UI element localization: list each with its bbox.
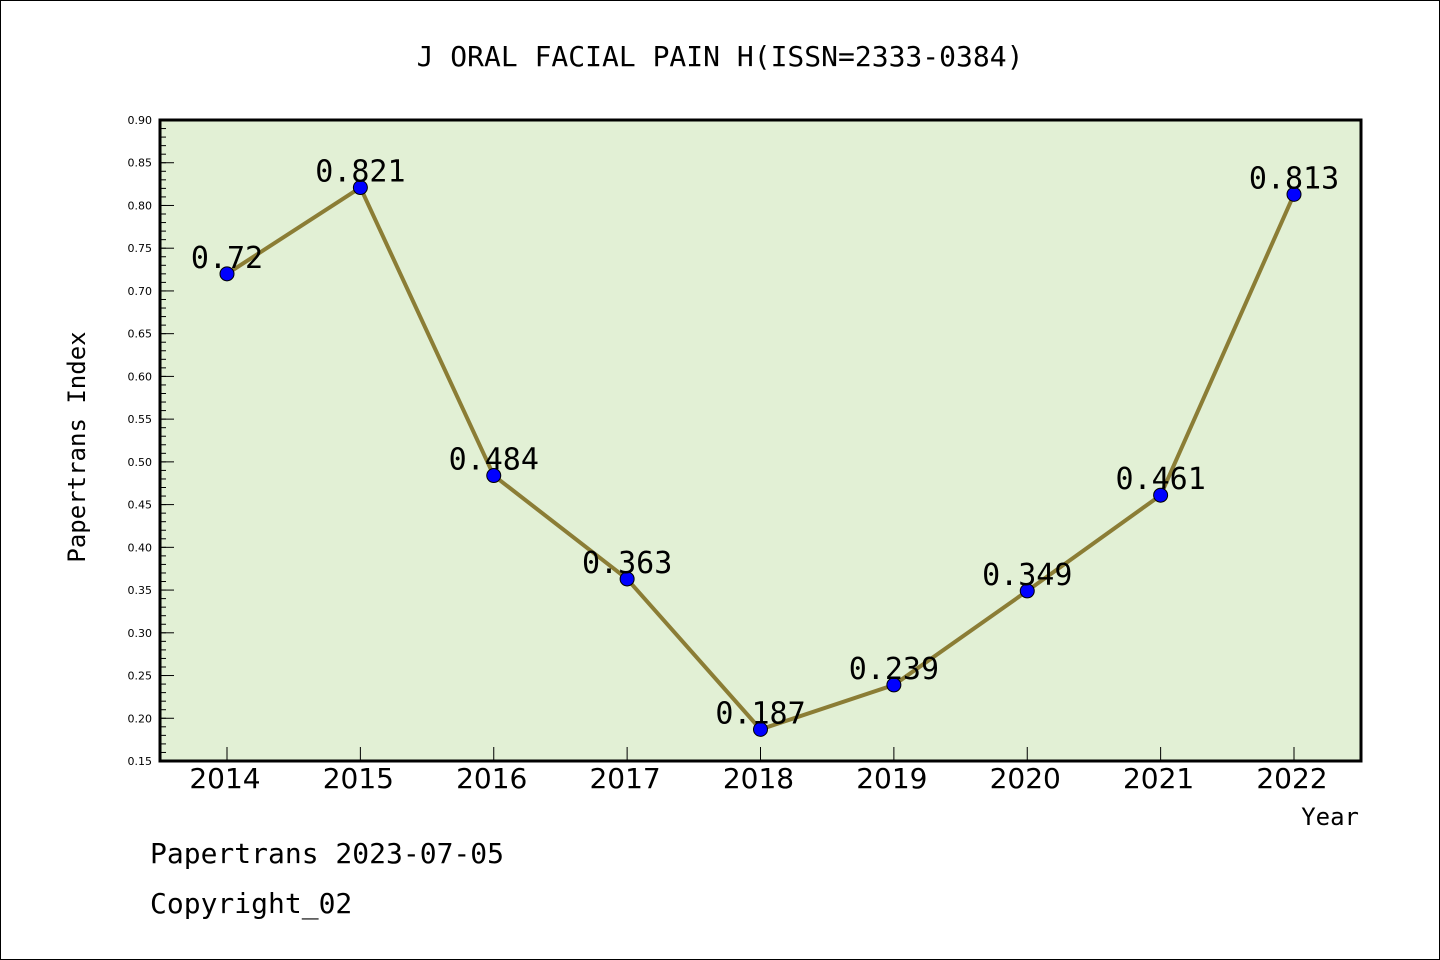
y-tick-label: 0.45 xyxy=(128,499,153,512)
data-point xyxy=(219,266,235,282)
y-tick-label: 0.80 xyxy=(128,199,153,212)
x-axis-label: Year xyxy=(1301,803,1359,831)
x-tick-label: 2022 xyxy=(1256,762,1327,795)
chart-title: J ORAL FACIAL PAIN H(ISSN=2333-0384) xyxy=(417,40,1024,73)
y-tick-label: 0.85 xyxy=(128,157,153,170)
data-point xyxy=(352,180,368,196)
data-label: 0.363 xyxy=(582,546,672,581)
y-tick-label: 0.25 xyxy=(128,670,153,683)
data-label: 0.821 xyxy=(315,155,405,190)
series-markers xyxy=(219,180,1302,737)
x-axis-ticks: 2014 2015 2016 2017 2018 2019 2020 2021 2022 xyxy=(189,747,1328,795)
x-tick-label: 2015 xyxy=(323,762,394,795)
data-labels: 0.72 0.821 0.484 0.363 0.187 0.239 0.349 0.461 0… xyxy=(191,155,1339,732)
data-point xyxy=(619,571,635,587)
data-point xyxy=(753,721,768,737)
plot-border xyxy=(158,118,1363,763)
y-tick-label: 0.55 xyxy=(128,413,153,426)
y-tick-label: 0.70 xyxy=(128,285,153,298)
data-label: 0.813 xyxy=(1249,161,1339,196)
data-point xyxy=(886,677,902,693)
data-label: 0.239 xyxy=(849,652,939,687)
plot-area xyxy=(160,120,1361,761)
data-point xyxy=(1286,186,1302,202)
footer-date: Papertrans 2023-07-05 xyxy=(150,837,504,870)
y-tick-label: 0.65 xyxy=(128,328,153,341)
x-tick-label: 2014 xyxy=(189,762,260,795)
y-tick-label: 0.15 xyxy=(128,755,153,768)
x-tick-label: 2016 xyxy=(456,762,527,795)
x-tick-label: 2020 xyxy=(990,762,1061,795)
y-tick-label: 0.60 xyxy=(128,370,153,383)
y-tick-label: 0.90 xyxy=(128,114,153,127)
data-label: 0.349 xyxy=(982,558,1072,593)
y-axis-label: Papertrans Index xyxy=(63,331,91,562)
y-tick-label: 0.40 xyxy=(128,541,153,554)
data-point xyxy=(1153,487,1169,503)
x-tick-label: 2018 xyxy=(723,762,794,795)
y-tick-label: 0.50 xyxy=(128,456,153,469)
data-label: 0.187 xyxy=(715,696,805,731)
data-label: 0.72 xyxy=(191,241,263,276)
x-tick-label: 2019 xyxy=(856,762,927,795)
y-axis-ticks: 0.15 0.20 0.25 0.30 0.35 0.40 0.45 0.50 0.55 0.60… xyxy=(128,114,174,768)
y-tick-label: 0.75 xyxy=(128,242,153,255)
data-label: 0.484 xyxy=(449,443,539,478)
data-point xyxy=(486,468,502,484)
y-tick-label: 0.35 xyxy=(128,584,153,597)
data-label: 0.461 xyxy=(1115,462,1205,497)
data-point xyxy=(1019,583,1035,599)
footer-copyright: Copyright_02 xyxy=(150,887,352,921)
x-tick-label: 2017 xyxy=(589,762,660,795)
y-tick-label: 0.30 xyxy=(128,627,153,640)
x-tick-label: 2021 xyxy=(1123,762,1194,795)
y-tick-label: 0.20 xyxy=(128,712,153,725)
